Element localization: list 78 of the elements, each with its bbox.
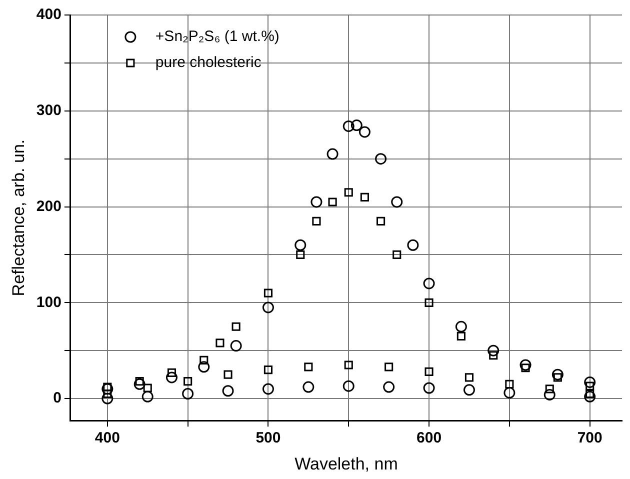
point: [264, 288, 273, 298]
point: [200, 356, 208, 364]
point: [230, 340, 242, 352]
x-axis-title: Waveleth, nm: [294, 454, 398, 474]
point: [222, 385, 234, 397]
point: [423, 278, 435, 290]
point: [391, 196, 403, 208]
point: [232, 322, 240, 331]
point: [342, 120, 354, 132]
point: [166, 372, 178, 384]
point: [423, 382, 435, 394]
point: [142, 390, 154, 402]
point: [392, 250, 402, 259]
point: [505, 380, 514, 388]
point: [102, 392, 114, 404]
y-tick-label: 100: [36, 294, 62, 311]
point: [375, 153, 387, 165]
point: [350, 120, 362, 132]
y-tick-label: 200: [36, 198, 62, 215]
point: [344, 360, 353, 370]
point: [504, 387, 516, 399]
point: [552, 368, 564, 380]
point: [455, 320, 467, 332]
point: [360, 192, 369, 202]
point: [553, 373, 562, 382]
point: [521, 364, 530, 372]
point: [328, 198, 337, 206]
point: [102, 383, 114, 395]
point: [489, 351, 498, 360]
y-tick-label: 300: [36, 102, 62, 120]
point: [135, 377, 144, 386]
x-tick-label: 700: [577, 430, 602, 447]
point: [216, 338, 224, 348]
point: [262, 302, 274, 314]
point: [424, 298, 434, 307]
point: [586, 389, 594, 398]
y-tick-label: 400: [36, 6, 62, 24]
point: [342, 380, 354, 392]
point: [544, 388, 556, 400]
point: [584, 390, 596, 402]
point: [376, 216, 386, 226]
point: [584, 376, 596, 388]
point: [464, 373, 474, 382]
point: [134, 378, 146, 390]
point: [545, 384, 554, 394]
point: [488, 344, 500, 356]
point: [224, 370, 232, 379]
point: [463, 384, 475, 396]
point: [302, 381, 314, 393]
point: [262, 383, 274, 395]
x-tick-label: 600: [416, 430, 442, 447]
legend-label: pure cholesteric: [155, 54, 262, 72]
point: [312, 216, 321, 226]
point: [294, 239, 306, 251]
y-axis-title: Reflectance, arb. un.: [8, 139, 28, 296]
point: [304, 362, 313, 372]
point: [143, 384, 152, 392]
point: [167, 368, 176, 377]
point: [184, 377, 192, 386]
x-tick-label: 400: [94, 430, 120, 447]
point: [358, 126, 370, 138]
point: [384, 362, 394, 372]
point: [424, 367, 434, 376]
point: [344, 188, 353, 197]
point: [520, 359, 532, 371]
point: [383, 381, 395, 393]
point: [456, 332, 466, 341]
y-tick-label: 0: [53, 390, 62, 407]
point: [407, 239, 419, 251]
legend-label: +Sn₂P₂S₆ (1 wt.%): [155, 28, 280, 46]
point: [586, 382, 594, 390]
point: [198, 361, 210, 373]
point: [326, 148, 338, 160]
point: [296, 250, 305, 259]
point: [264, 365, 273, 374]
x-tick-label: 500: [256, 430, 281, 447]
point: [182, 388, 194, 400]
point: [310, 196, 322, 208]
